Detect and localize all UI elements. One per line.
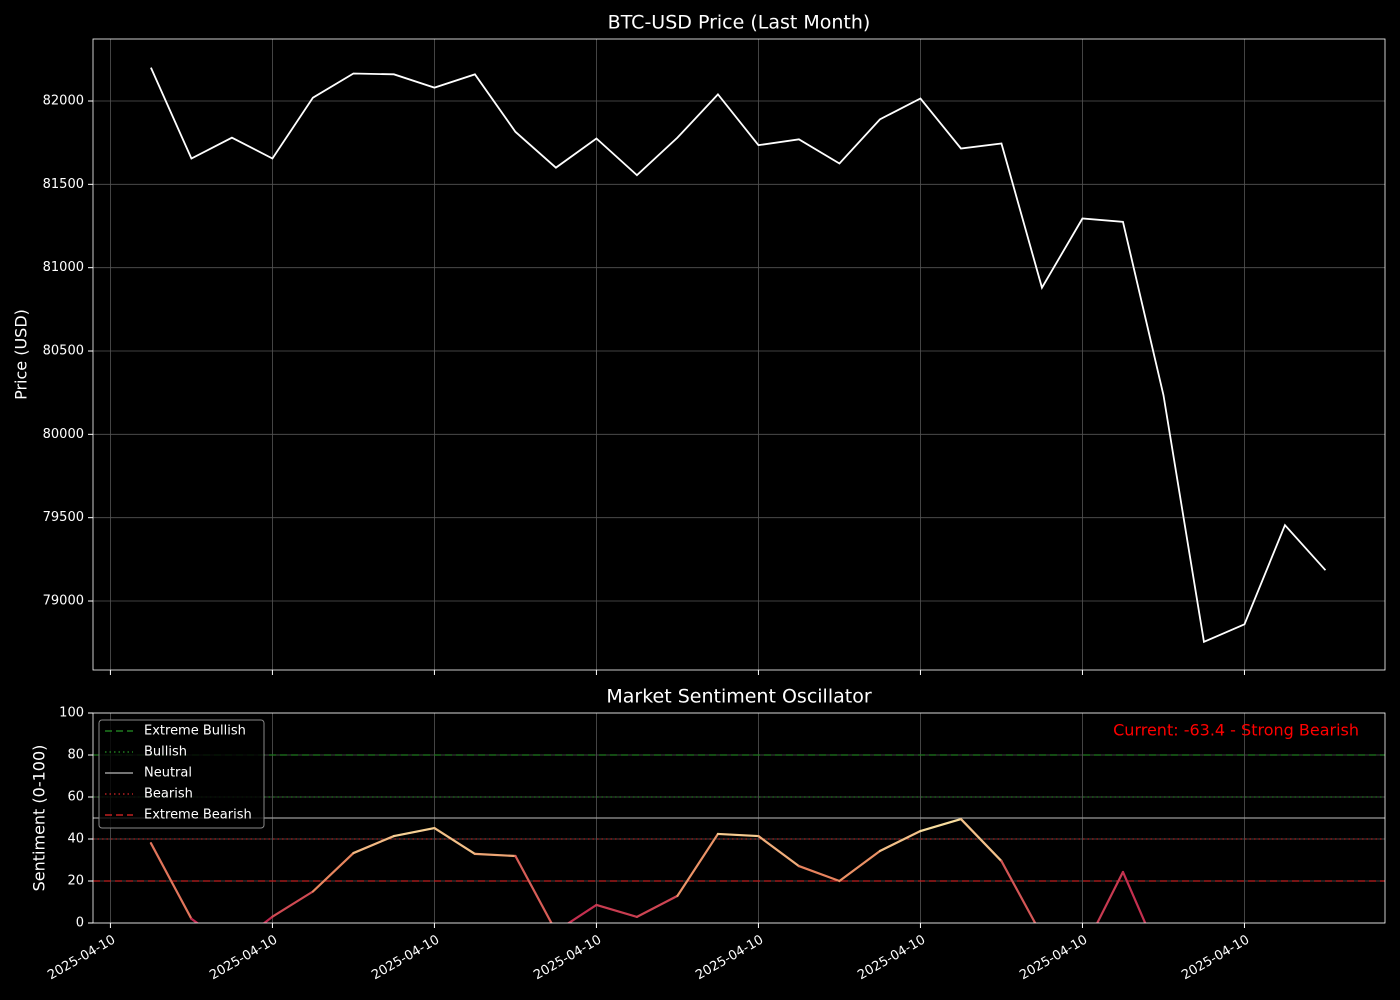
sentiment-segment <box>676 832 720 898</box>
x-tick-label: 2025-04-10 <box>693 933 766 984</box>
x-tick-label: 2025-04-10 <box>45 933 118 984</box>
y-tick-label: 100 <box>59 706 84 721</box>
sentiment-segment <box>1096 870 1125 923</box>
axes-frame <box>92 38 1386 671</box>
legend-box <box>98 719 265 829</box>
price-line <box>150 67 1327 644</box>
x-tick-label: 2025-04-10 <box>1017 933 1090 984</box>
sentiment-segment <box>797 864 841 883</box>
sentiment-segment <box>271 890 315 918</box>
chart-title: BTC-USD Price (Last Month) <box>608 12 871 34</box>
y-tick-label: 20 <box>67 874 84 889</box>
y-tick-label: 79500 <box>43 510 84 525</box>
sentiment-segment <box>878 829 922 853</box>
sentiment-segment <box>473 852 517 858</box>
sentiment-segment <box>566 903 598 923</box>
x-tick-label: 2025-04-10 <box>1179 933 1252 984</box>
y-tick-label: 81000 <box>43 260 84 275</box>
y-tick-label: 60 <box>67 790 84 805</box>
sentiment-segment <box>311 851 355 893</box>
y-tick-label: 40 <box>67 832 84 847</box>
plot-area <box>150 67 1327 644</box>
x-tick-label: 2025-04-10 <box>207 933 280 984</box>
sentiment-segment <box>757 834 801 868</box>
legend-label: Neutral <box>144 766 192 781</box>
legend-label: Bullish <box>144 745 187 760</box>
sentiment-segment <box>919 817 963 833</box>
sentiment-segment <box>838 849 882 883</box>
y-tick-label: 80 <box>67 748 84 763</box>
y-axis-label: Price (USD) <box>12 309 31 400</box>
legend-label: Bearish <box>144 787 193 802</box>
sentiment-segment <box>959 817 1003 863</box>
annotation: Current: -63.4 - Strong Bearish <box>1113 721 1359 740</box>
y-tick-label: 79000 <box>43 594 84 609</box>
sentiment-segment <box>514 854 553 923</box>
sentiment-segment <box>1000 859 1037 923</box>
sentiment-segment <box>262 915 274 923</box>
x-tick-label: 2025-04-10 <box>855 933 928 984</box>
sentiment-segment <box>149 842 193 920</box>
sentiment-segment <box>1121 870 1147 923</box>
legend-label: Extreme Bullish <box>144 724 246 739</box>
y-tick-label: 80000 <box>43 427 84 442</box>
sentiment-segment <box>595 903 639 919</box>
x-tick-label: 2025-04-10 <box>369 933 442 984</box>
sentiment-segment <box>433 826 477 856</box>
sentiment-segment <box>352 834 396 855</box>
y-tick-label: 82000 <box>43 94 84 109</box>
y-tick-label: 0 <box>76 916 84 931</box>
sentiment-segment <box>635 894 679 919</box>
sentiment-segment <box>392 826 436 838</box>
y-tick-label: 80500 <box>43 344 84 359</box>
x-tick-label: 2025-04-10 <box>531 933 604 984</box>
y-tick-label: 81500 <box>43 177 84 192</box>
chart-title: Market Sentiment Oscillator <box>606 686 871 708</box>
y-axis-label: Sentiment (0-100) <box>30 745 49 892</box>
plot-area <box>149 817 1147 923</box>
legend-label: Extreme Bearish <box>144 808 252 823</box>
axes-frame <box>92 712 1386 924</box>
sentiment-segment <box>716 832 760 838</box>
